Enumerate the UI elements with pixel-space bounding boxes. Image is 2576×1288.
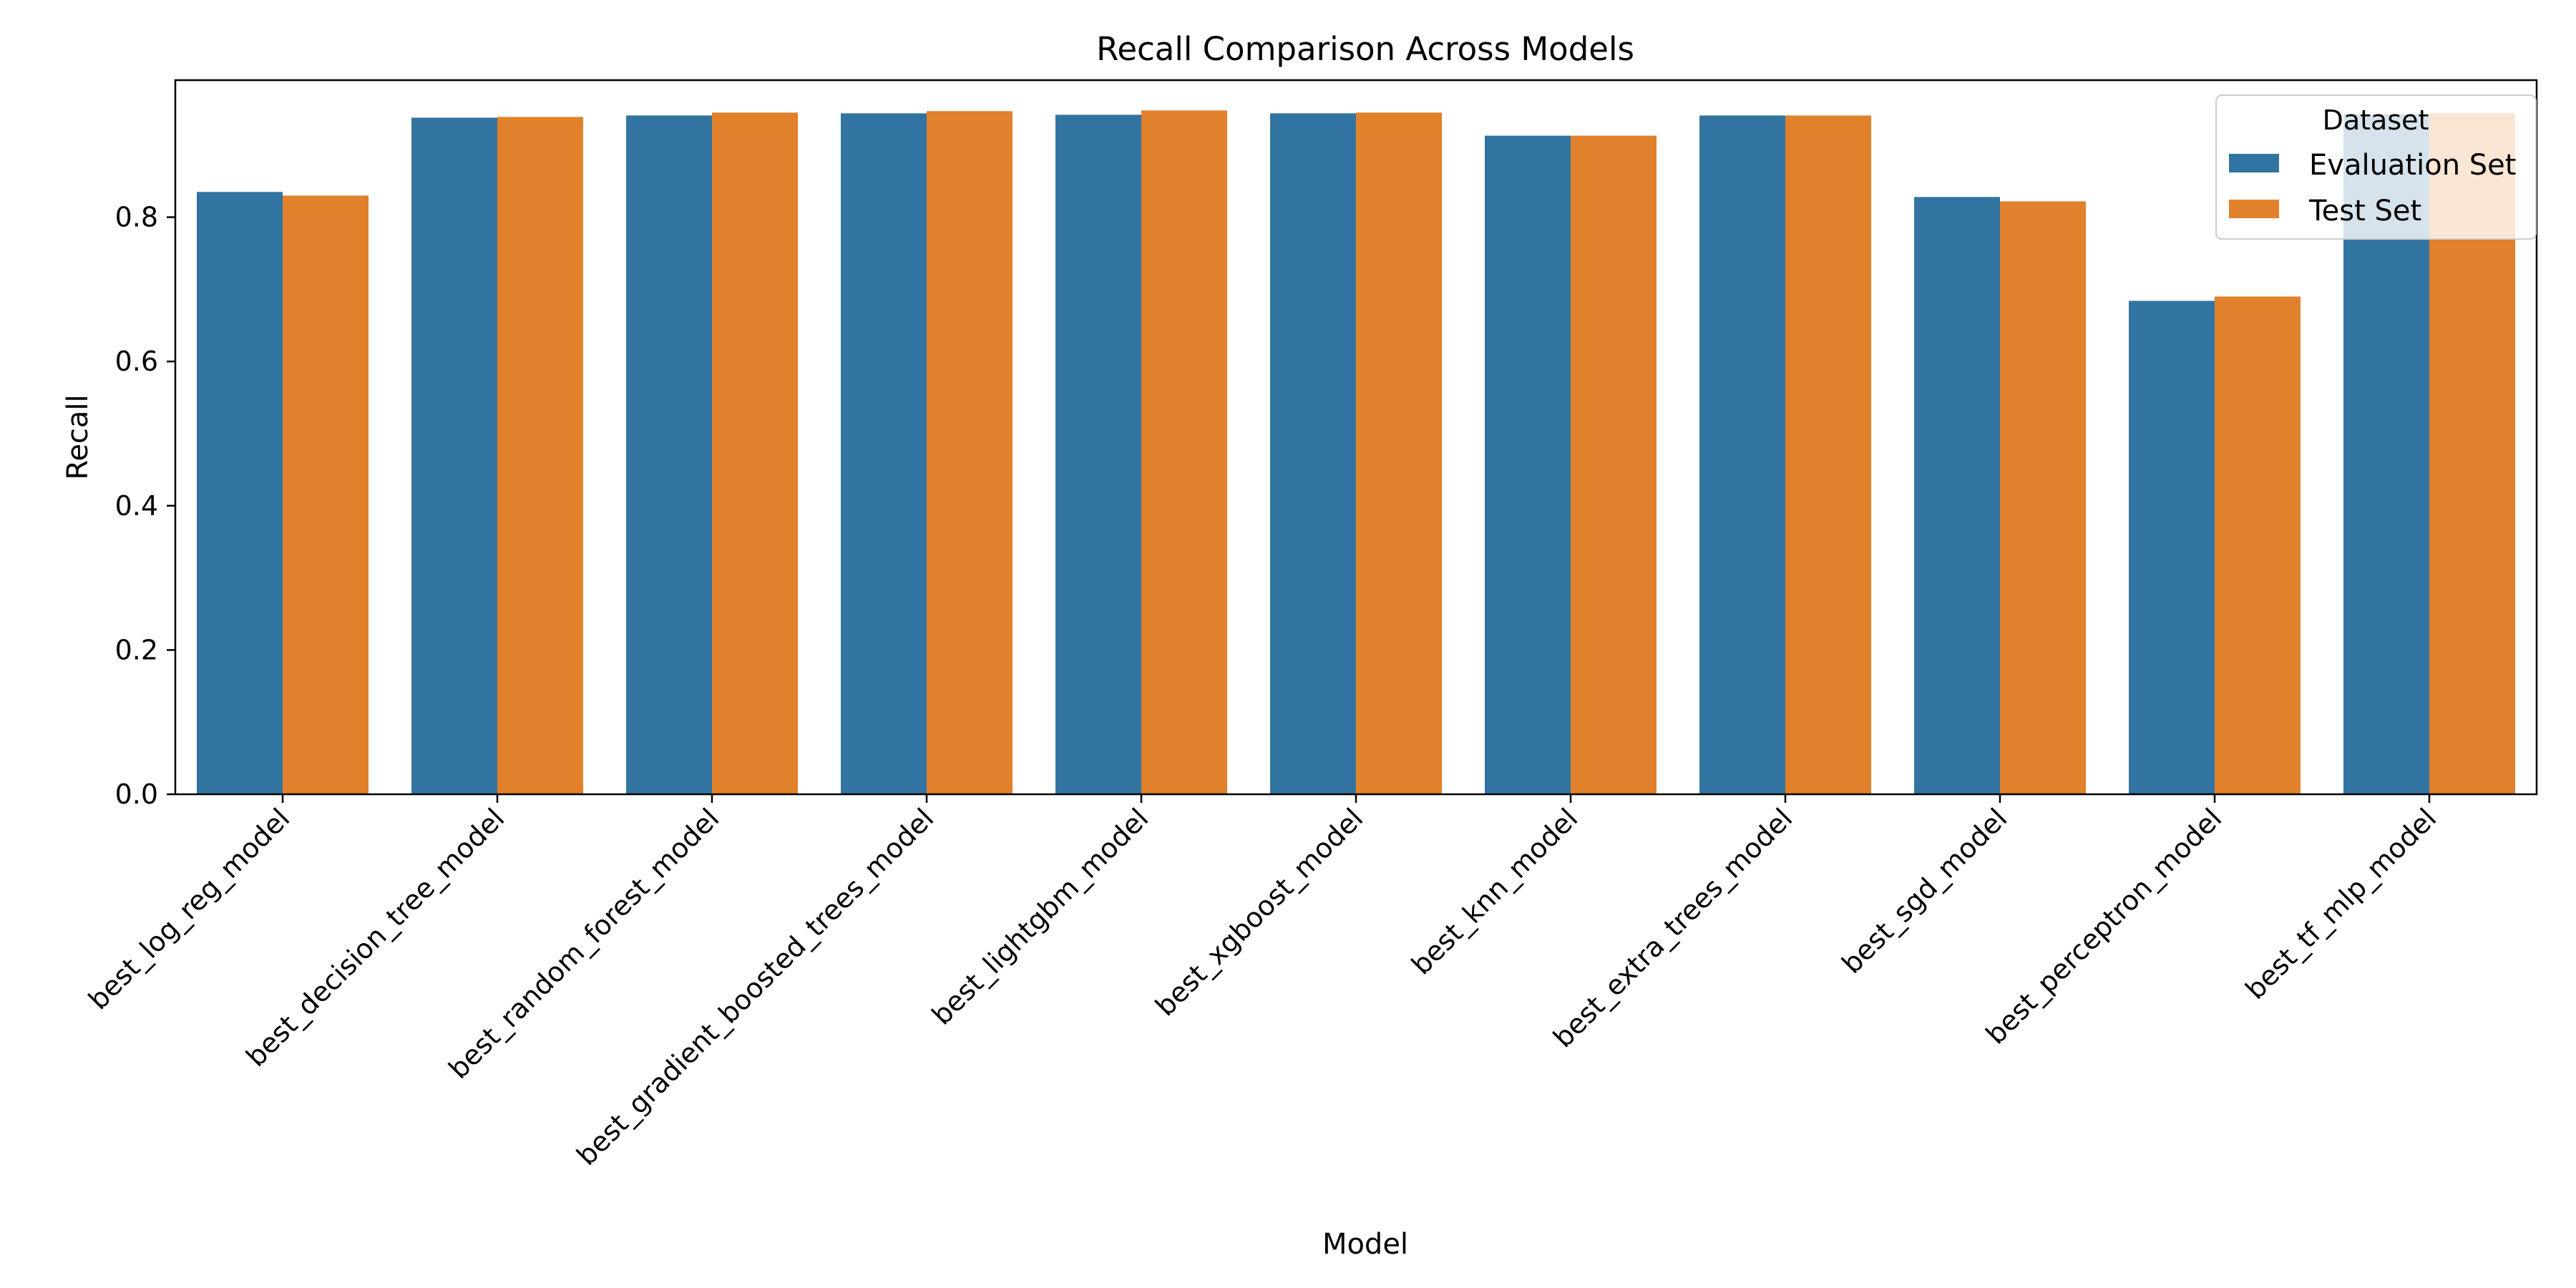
y-tick-label: 0.4 [115, 490, 158, 522]
bar-evaluation-best-extra-trees-model [1699, 115, 1785, 794]
y-tick-label: 0.8 [115, 202, 158, 233]
bar-evaluation-best-sgd-model [1914, 197, 2000, 794]
bar-test-best-decision-tree-model [497, 117, 583, 794]
bar-evaluation-best-xgboost-model [1270, 113, 1356, 794]
bar-evaluation-best-lightgbm-model [1055, 114, 1141, 794]
legend-label-test: Test Set [2308, 195, 2421, 228]
bar-test-best-gradient-boosted-trees-model [927, 111, 1013, 795]
y-axis-label: Recall [62, 394, 94, 479]
y-tick-label: 0.2 [115, 634, 158, 665]
bar-evaluation-best-random-forest-model [626, 115, 712, 794]
legend-title: Dataset [2323, 104, 2429, 136]
bar-test-best-xgboost-model [1356, 112, 1442, 795]
bar-test-best-log-reg-model [283, 195, 369, 794]
y-axis: 0.0 0.2 0.4 0.6 0.8 [115, 202, 175, 810]
bars-layer [197, 110, 2515, 795]
y-tick-label: 0.0 [115, 779, 158, 810]
x-axis-label: Model [1322, 1228, 1408, 1261]
bar-evaluation-best-knn-model [1485, 135, 1571, 794]
bar-test-best-perceptron-model [2215, 296, 2301, 794]
bar-evaluation-best-decision-tree-model [411, 117, 497, 795]
bar-test-best-random-forest-model [712, 112, 798, 795]
legend-swatch-evaluation [2229, 154, 2279, 172]
bar-test-best-sgd-model [2000, 201, 2086, 794]
bar-test-best-extra-trees-model [1785, 115, 1871, 794]
y-tick-label: 0.6 [115, 346, 158, 377]
bar-test-best-lightgbm-model [1141, 110, 1227, 795]
legend-label-evaluation: Evaluation Set [2309, 149, 2516, 182]
bar-evaluation-best-log-reg-model [197, 192, 283, 794]
chart-title: Recall Comparison Across Models [1096, 30, 1634, 68]
bar-evaluation-best-perceptron-model [2129, 301, 2215, 795]
legend-box [2215, 94, 2537, 240]
legend-swatch-test [2229, 200, 2279, 218]
bar-evaluation-best-gradient-boosted-trees-model [841, 113, 927, 794]
bar-test-best-knn-model [1571, 135, 1657, 794]
legend: Dataset Evaluation Set Test Set [2215, 94, 2537, 240]
